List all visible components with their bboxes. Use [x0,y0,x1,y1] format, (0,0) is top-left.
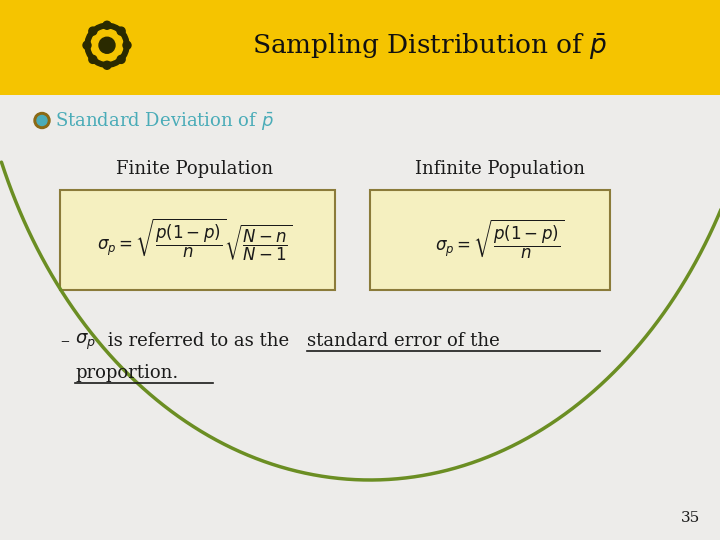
Text: $\sigma_p = \sqrt{\dfrac{p(1-p)}{n}}\sqrt{\dfrac{N-n}{N-1}}$: $\sigma_p = \sqrt{\dfrac{p(1-p)}{n}}\sqr… [97,216,292,263]
Circle shape [103,21,111,29]
Circle shape [117,27,125,35]
Circle shape [89,56,97,63]
Circle shape [89,27,97,35]
Text: Finite Population: Finite Population [117,160,274,179]
Circle shape [99,37,115,53]
Text: Sampling Distribution of $\bar{p}$: Sampling Distribution of $\bar{p}$ [252,32,608,63]
Circle shape [123,41,131,49]
Text: $\sigma_p$: $\sigma_p$ [75,332,96,352]
Text: –: – [60,333,69,350]
Text: $\sigma_p = \sqrt{\dfrac{p(1-p)}{n}}$: $\sigma_p = \sqrt{\dfrac{p(1-p)}{n}}$ [436,218,564,261]
Circle shape [103,61,111,69]
Circle shape [34,112,50,129]
Text: standard error of the: standard error of the [307,333,500,350]
Circle shape [83,41,91,49]
Bar [0,0,720,94]
Text: Infinite Population: Infinite Population [415,160,585,179]
Text: Standard Deviation of $\bar{p}$: Standard Deviation of $\bar{p}$ [55,110,274,132]
Text: proportion.: proportion. [75,364,179,382]
Text: is referred to as the: is referred to as the [102,333,295,350]
Circle shape [85,23,129,68]
Text: 35: 35 [680,511,700,525]
Circle shape [91,29,123,61]
Bar [60,190,335,289]
Circle shape [37,116,47,125]
Circle shape [117,56,125,63]
Bar [370,190,610,289]
